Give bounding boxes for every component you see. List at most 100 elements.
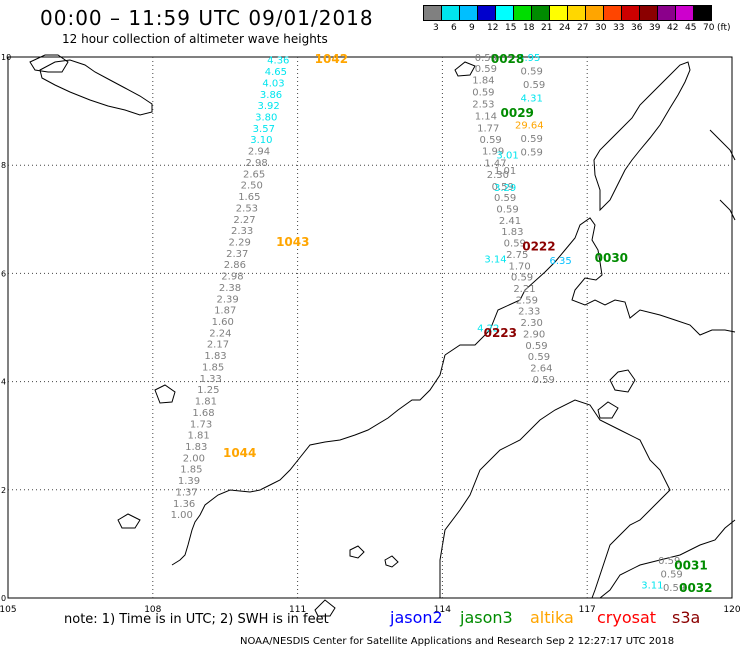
legend-labels: 3 6 9 12 15 18 21 24 27 30 33 36 39 42 45 70 (ft) <box>423 23 740 35</box>
axis-tick-labels: 105 108 111 114 117 120 0 2 4 6 8 10 <box>0 53 740 615</box>
swh-value-jason3: 29.64 <box>515 121 544 132</box>
pass-label-altika: 1042 <box>315 52 348 66</box>
swh-value-altika: 1.65 <box>238 192 260 203</box>
x-tick-label: 111 <box>289 605 306 615</box>
swh-value-jason3: 0.59 <box>480 135 502 146</box>
satellite-jason2: jason2 <box>390 608 443 627</box>
swh-value-altika: 2.94 <box>248 147 270 158</box>
pass-label-jason3: 0031 <box>674 558 707 572</box>
swh-value-jason3: 0.59 <box>533 375 555 386</box>
swh-value-altika: 2.53 <box>236 203 258 214</box>
swh-value-jason3: 0.59 <box>661 570 683 581</box>
swh-value-jason3: 1.84 <box>472 76 494 87</box>
swh-value-altika: 4.03 <box>262 78 284 89</box>
swh-value-jason3: 2.75 <box>506 250 528 261</box>
swh-value-jason3: 1.47 <box>484 158 506 169</box>
legend-level-label: 27 <box>577 23 589 33</box>
swh-value-altika: 2.00 <box>183 453 205 464</box>
swh-value-altika: 2.24 <box>209 328 231 339</box>
swh-value-altika: 2.39 <box>216 294 238 305</box>
chart-subtitle: 12 hour collection of altimeter wave hei… <box>62 32 328 46</box>
swh-value-altika: 3.80 <box>255 113 277 124</box>
swh-value-jason3: 2.90 <box>523 329 545 340</box>
x-tick-label: 105 <box>0 605 17 615</box>
swh-value-jason3: 2.21 <box>513 284 535 295</box>
swh-value-altika: 2.17 <box>207 340 229 351</box>
swh-value-jason3: 0.59 <box>496 204 518 215</box>
swh-value-altika: 4.65 <box>265 67 287 78</box>
swh-value-altika: 1.00 <box>171 510 193 521</box>
swh-value-cyan-readings: 3.29 <box>494 183 516 194</box>
swh-value-altika: 4.36 <box>267 56 289 67</box>
swh-value-altika: 2.37 <box>226 249 248 260</box>
legend-level-label: 9 <box>469 23 475 33</box>
swh-value-jason3: 1.01 <box>494 166 516 177</box>
x-tick-label: 114 <box>434 605 451 615</box>
swh-value-cyan-readings: 3.11 <box>641 580 663 591</box>
swh-value-jason3: 0.59 <box>521 134 543 145</box>
swh-value-jason3: 0.59 <box>494 193 516 204</box>
swh-value-altika: 1.60 <box>212 317 234 328</box>
swh-value-jason3: 0.59 <box>472 88 494 99</box>
swh-value-jason3: 0.59 <box>475 64 497 75</box>
swh-value-altika: 2.50 <box>241 181 263 192</box>
pass-label-jason3: 0029 <box>501 106 534 120</box>
swh-value-jason3: 0.59 <box>504 239 526 250</box>
credits-footer: NOAA/NESDIS Center for Satellite Applica… <box>240 636 675 647</box>
legend-level-label: 70 <box>703 23 715 33</box>
y-tick-label: 8 <box>1 161 6 170</box>
swh-value-jason3: 1.99 <box>482 147 504 158</box>
swh-value-jason2: 6.35 <box>550 256 572 267</box>
swh-value-altika: 2.29 <box>229 237 251 248</box>
swh-value-altika: 1.36 <box>173 499 195 510</box>
swh-value-jason3: 0.59 <box>492 182 514 193</box>
swh-value-altika: 3.92 <box>258 101 280 112</box>
swh-value-jason3: 0.59 <box>658 556 680 567</box>
swh-value-jason3: 2.64 <box>530 364 552 375</box>
satellite-cryosat: cryosat <box>597 608 657 627</box>
pass-label-jason3: 0030 <box>595 251 628 265</box>
swh-readings: 4.364.654.033.863.923.803.573.102.942.98… <box>171 53 686 594</box>
chart-title: 00:00 – 11:59 UTC 09/01/2018 <box>40 6 374 30</box>
swh-value-altika: 1.39 <box>178 476 200 487</box>
legend-level-label: 12 <box>487 23 499 33</box>
swh-value-jason3: 2.53 <box>472 100 494 111</box>
swh-value-altika: 1.85 <box>202 362 224 373</box>
swh-value-altika: 1.73 <box>190 419 212 430</box>
legend-level-label: 6 <box>451 23 457 33</box>
legend-level-label: 45 <box>685 23 697 33</box>
swh-value-jason3: 4.95 <box>518 53 540 64</box>
swh-value-jason3: 4.31 <box>521 94 543 105</box>
swh-value-altika: 2.38 <box>219 283 241 294</box>
color-legend: 3 6 9 12 15 18 21 24 27 30 33 36 39 42 45 70 (ft) <box>423 5 731 33</box>
legend-level-label: 30 <box>595 23 607 33</box>
y-tick-label: 0 <box>1 594 6 603</box>
x-tick-label: 117 <box>579 605 596 615</box>
swh-value-altika: 1.81 <box>195 397 217 408</box>
swh-value-altika: 1.37 <box>175 487 197 498</box>
swh-value-jason3: 1.77 <box>477 123 499 134</box>
satellite-altika: altika <box>530 608 574 627</box>
swh-value-altika: 1.68 <box>192 408 214 419</box>
legend-level-label: 39 <box>649 23 661 33</box>
swh-value-jason3: 2.59 <box>516 295 538 306</box>
swh-value-jason3: 0.59 <box>521 148 543 159</box>
swh-value-altika: 3.57 <box>253 124 275 135</box>
legend-level-label: 36 <box>631 23 643 33</box>
swh-value-jason3: 0.59 <box>521 67 543 78</box>
pass-labels: 1042 1043 1044 0028 0029 0030 0031 0032 0222 0223 <box>223 52 713 595</box>
legend-level-label: 33 <box>613 23 625 33</box>
swh-value-jason3: 2.30 <box>521 318 543 329</box>
legend-swatch <box>693 5 712 21</box>
legend-level-label: 21 <box>541 23 553 33</box>
legend-swatches <box>423 5 712 21</box>
swh-value-altika: 1.33 <box>200 374 222 385</box>
x-tick-label: 108 <box>144 605 161 615</box>
swh-value-altika: 1.83 <box>185 442 207 453</box>
pass-label-altika: 1043 <box>276 235 309 249</box>
swh-value-altika: 2.98 <box>221 272 243 283</box>
swh-value-altika: 2.98 <box>245 158 267 169</box>
legend-unit-label: (ft) <box>717 23 731 33</box>
y-tick-label: 2 <box>1 486 6 495</box>
swh-value-altika: 2.86 <box>224 260 246 271</box>
